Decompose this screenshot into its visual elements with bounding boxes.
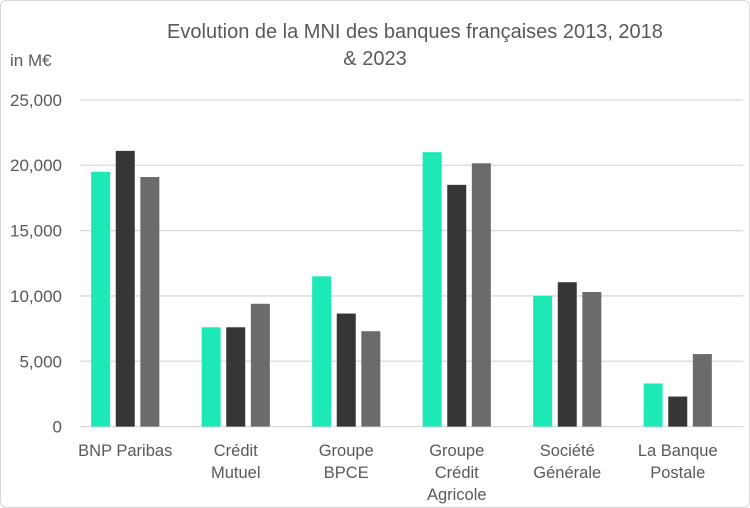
bar — [336, 313, 356, 427]
chart-title-line-1: Evolution de la MNI des banques français… — [167, 21, 663, 43]
bar — [557, 282, 577, 427]
y-tick-label: 15,000 — [10, 222, 62, 241]
x-tick-label: Société — [540, 442, 595, 460]
x-tick-label: Crédit — [435, 464, 479, 482]
bar — [643, 383, 663, 427]
bar — [115, 150, 135, 427]
x-tick-label: Générale — [533, 464, 601, 482]
x-tick-label: Agricole — [427, 486, 487, 504]
y-tick-label: 5,000 — [19, 352, 62, 371]
x-tick-label: BNP Paribas — [78, 442, 172, 460]
x-tick-label: Groupe — [319, 442, 374, 460]
bar — [668, 396, 688, 427]
y-axis-label: in M€ — [10, 51, 52, 70]
bar — [312, 276, 332, 427]
y-tick-label: 20,000 — [10, 156, 62, 175]
x-tick-label: BPCE — [324, 464, 369, 482]
bar — [250, 303, 270, 427]
x-tick-label: Mutuel — [211, 464, 261, 482]
y-tick-label: 0 — [53, 418, 62, 437]
bar — [140, 177, 160, 427]
x-tick-label: Crédit — [214, 442, 258, 460]
bar — [533, 295, 553, 427]
bar — [226, 327, 246, 427]
bar — [447, 184, 467, 427]
bar — [201, 327, 221, 427]
chart-title-line-2: & 2023 — [343, 48, 406, 70]
bar — [91, 171, 111, 427]
x-tick-label: Postale — [650, 464, 705, 482]
y-tick-label: 25,000 — [10, 91, 62, 110]
bar — [361, 331, 381, 427]
y-tick-label: 10,000 — [10, 287, 62, 306]
x-tick-label: Groupe — [429, 442, 484, 460]
bar — [582, 291, 602, 427]
bar — [692, 354, 712, 427]
bar — [422, 152, 442, 427]
x-tick-label: La Banque — [638, 442, 718, 460]
bar — [471, 163, 491, 427]
